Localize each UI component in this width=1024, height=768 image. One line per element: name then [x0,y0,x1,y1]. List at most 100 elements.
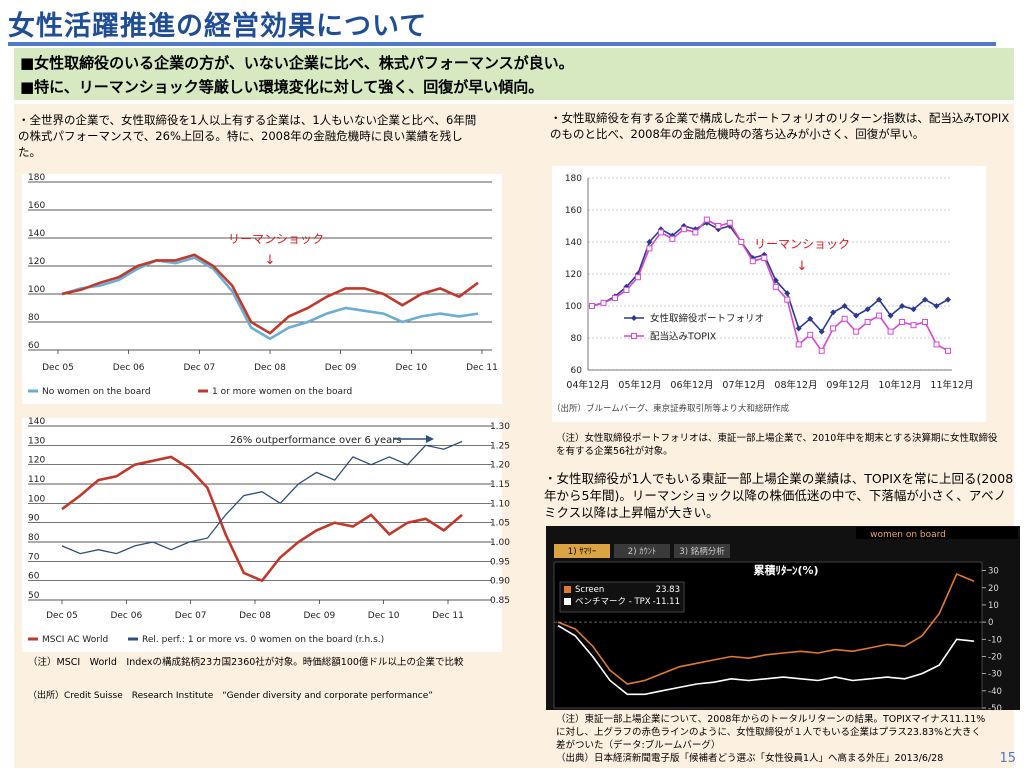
chart4-tab-label: 1) ｻﾏﾘｰ [568,547,596,557]
chart3-ytick-label: 60 [571,366,583,376]
summary-line-1: ■女性取締役のいる企業の方が、いない企業に比べ、株式パフォーマンスが良い。 [20,54,574,72]
chart2-ytick-right-label: 1.05 [490,519,510,529]
chart1-xtick-label: Dec 10 [395,363,427,373]
chart4-tab-label: 2) ｶｳﾝﾄ [628,547,656,557]
chart4-legend-swatch [564,598,571,605]
chart2-ytick-left-label: 70 [28,552,40,562]
chart2-ytick-left-label: 60 [28,572,40,582]
chart4-ytick-label: -50 [988,704,1002,714]
chart1-legend-label: No women on the board [42,387,151,397]
chart3-point [784,296,791,303]
chart3-point [841,303,848,309]
chart1-ytick-label: 100 [28,285,45,295]
chart1-series-line [61,256,479,341]
chart1-legend-label: 1 or more women on the board [212,387,352,397]
chart3-point [818,328,825,335]
chart3-ytick-label: 120 [565,270,582,280]
chart3-point [703,216,710,223]
chart2-ytick-left-label: 100 [28,494,45,504]
chart3-annotation-arrow: ↓ [797,259,808,274]
chart3-point [876,312,883,319]
chart3-point [910,306,917,313]
chart2-legend-label: MSCI AC World [42,635,108,645]
chart4-series-line [557,572,975,685]
right-note-2: （注）東証一部上場企業について、2008年からのトータルリターンの結果。TOPI… [556,714,986,751]
chart1-bg [22,174,502,404]
left-note-1: （注）MSCI World Indexの構成銘柄23カ国2360社が対象。時価総… [28,657,464,668]
chart3-point [853,328,860,335]
chart3-point [945,296,951,303]
chart3-point [887,312,894,319]
chart1-xtick-label: Dec 07 [183,363,215,373]
chart2-ytick-left-label: 130 [28,436,45,446]
chart3-xtick-label: 11年12月 [930,379,973,391]
chart4-header-label: women on board [870,530,946,540]
chart1-ytick-label: 60 [28,341,40,351]
chart3-point [589,303,595,309]
chart3-point [634,274,641,281]
chart3-point [887,328,894,335]
chart1-xtick-label: Dec 06 [113,363,145,373]
chart3-xtick-label: 05年12月 [618,379,661,391]
chart3-xtick-label: 07年12月 [722,379,765,391]
chart3-point [818,347,825,354]
chart3-point [853,312,860,319]
chart4-ytick-label: 30 [988,567,999,577]
page-number: 15 [999,751,1016,766]
chart2-ytick-right-label: 1.20 [490,461,510,471]
chart3-xtick-label: 09年12月 [826,379,869,391]
chart4-legend-value: 23.83 [656,585,680,595]
chart1-annotation-arrow: ↓ [265,253,276,268]
chart3-point [669,235,676,242]
chart4-series-line [557,624,975,696]
chart-cumulative-return: women on board 1) ｻﾏﾘｰ 2) ｶｳﾝﾄ 3) 銘柄分析累積ﾘﾀｰ… [546,526,1020,714]
chart4-legend-label: ベンチマーク - TPX [575,597,651,607]
chart1-ytick-label: 160 [28,201,45,211]
chart4-header-bar [856,527,1018,539]
chart4-legend-value: -11.11 [653,597,680,607]
chart1-xtick-label: Dec 05 [42,363,74,373]
chart2-xtick-label: Dec 07 [175,611,207,621]
chart2-ytick-right-label: 1.00 [490,538,510,548]
chart3-point [933,341,940,348]
chart3-point [646,245,653,252]
chart2-ytick-left-label: 90 [28,514,40,524]
chart4-ytick-label: -10 [988,635,1002,645]
chart3-ytick-label: 160 [565,206,582,216]
chart3-point [864,319,871,325]
chart3-xtick-label: 06年12月 [670,379,713,391]
chart2-xtick-label: Dec 06 [110,611,142,621]
chart3-point [761,255,768,261]
chart4-legend-swatch [564,586,571,593]
chart2-ytick-right-label: 0.85 [490,596,510,606]
chart4-ytick-label: 0 [988,618,993,628]
right-note-3: （出典）日本経済新聞電子版「候補者どう選ぶ「女性役員1人」へ高まる外圧」2013… [556,753,944,764]
chart3-point [876,296,883,303]
chart2-ytick-right-label: 1.25 [490,441,510,451]
chart4-ytick-label: -40 [988,687,1002,697]
chart3-point [600,299,607,306]
chart3-legend-marker [631,333,637,339]
chart2-xtick-label: Dec 09 [303,611,335,621]
chart1-ytick-label: 120 [28,257,45,267]
chart2-ytick-left-label: 110 [28,475,45,485]
chart3-xtick-label: 10年12月 [878,379,921,391]
summary-line-2: ■特に、リーマンショック等厳しい環境変化に対して強く、回復が早い傾向。 [20,78,544,96]
chart2-legend-label: Rel. perf.: 1 or more vs. 0 women on the… [142,635,384,645]
slide-title: 女性活躍推進の経営効果について [8,11,428,42]
chart2-ytick-right-label: 0.90 [490,577,510,587]
chart3-point [922,296,929,303]
chart-women-board-performance: 60 80 100 120 140 160 180 Dec 05 Dec 06 Dec 07 Dec… [22,173,502,404]
chart3-point [830,309,837,316]
chart2-series-line [61,455,463,583]
chart3-point [749,258,756,265]
chart3-source: （出所）ブルームバーグ、東京証券取引所等より大和総研作成 [552,403,789,414]
chart3-point [657,229,664,236]
chart3-ytick-label: 140 [565,238,582,248]
chart4-tab-label: 3) 銘柄分析 [679,546,725,557]
chart3-point [841,315,848,322]
chart4-tab [674,544,730,558]
chart1-xtick-label: Dec 09 [325,363,357,373]
chart3-point [807,315,814,322]
chart3-point [715,223,722,229]
